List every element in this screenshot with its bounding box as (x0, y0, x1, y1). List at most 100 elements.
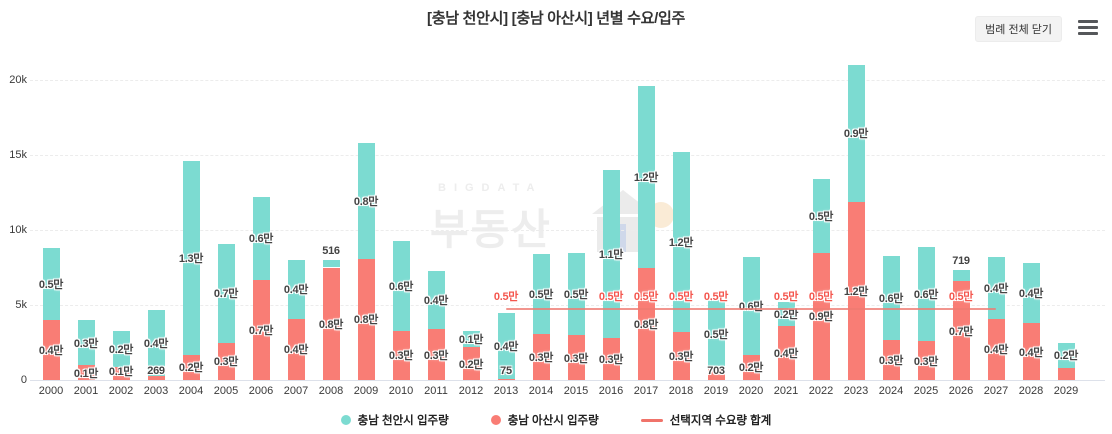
x-axis-tick-2009: 2009 (348, 385, 384, 397)
bar-label-cheonan-2026: 719 (952, 255, 969, 267)
demand-line-label-2017: 0.5만 (634, 288, 658, 304)
x-axis-tick-2006: 2006 (243, 385, 279, 397)
y-axis-tick-5k: 5k (0, 299, 27, 311)
bar-label-asan-2016: 0.3만 (599, 351, 623, 367)
x-axis-tick-2017: 2017 (628, 385, 664, 397)
bar-label-cheonan-2003: 0.4만 (144, 335, 168, 351)
bar-segment-asan-2029[interactable] (1058, 368, 1075, 380)
gridline-20k (30, 80, 1105, 81)
x-axis-tick-2004: 2004 (173, 385, 209, 397)
x-axis-tick-2022: 2022 (803, 385, 839, 397)
x-axis-tick-2010: 2010 (383, 385, 419, 397)
demand-line-label-2026: 0.5만 (949, 288, 973, 304)
bar-segment-asan-2013[interactable] (498, 379, 515, 380)
cheonan-legend-dot-icon (341, 415, 351, 425)
bar-label-asan-2020: 0.2만 (739, 359, 763, 375)
demand-line-label-2016: 0.5만 (599, 288, 623, 304)
x-axis-tick-2025: 2025 (908, 385, 944, 397)
bar-label-cheonan-2009: 0.8만 (354, 193, 378, 209)
bar-label-cheonan-2028: 0.4만 (1019, 285, 1043, 301)
x-axis-tick-2018: 2018 (663, 385, 699, 397)
legend-item-demand[interactable]: 선택지역 수요량 합계 (641, 412, 772, 428)
bar-label-cheonan-2025: 0.6만 (914, 286, 938, 302)
bar-segment-cheonan-2008[interactable] (323, 260, 340, 268)
legend-label-demand: 선택지역 수요량 합계 (670, 412, 772, 428)
legend-item-asan[interactable]: 충남 아산시 입주량 (491, 412, 599, 428)
demand-line-label-2019: 0.5만 (704, 288, 728, 304)
plot-area: 05k10k15k20k0.5만0.4만20000.3만0.1만20010.2만… (0, 0, 1112, 434)
x-axis-tick-2024: 2024 (873, 385, 909, 397)
demand-legend-line-icon (641, 419, 663, 422)
bar-label-asan-2024: 0.3만 (879, 352, 903, 368)
x-axis-tick-2029: 2029 (1048, 385, 1084, 397)
bar-label-cheonan-2010: 0.6만 (389, 278, 413, 294)
legend-item-cheonan[interactable]: 충남 천안시 입주량 (341, 412, 449, 428)
bar-label-cheonan-2012: 0.1만 (459, 331, 483, 347)
bar-label-asan-2018: 0.3만 (669, 348, 693, 364)
bar-label-asan-2011: 0.3만 (424, 347, 448, 363)
bar-label-cheonan-2001: 0.3만 (74, 335, 98, 351)
asan-legend-dot-icon (491, 415, 501, 425)
x-axis-tick-2002: 2002 (103, 385, 139, 397)
bar-label-asan-2005: 0.3만 (214, 353, 238, 369)
bar-label-asan-2001: 0.1만 (74, 365, 98, 381)
bar-label-cheonan-2004: 1.3만 (179, 250, 203, 266)
x-axis-tick-2008: 2008 (313, 385, 349, 397)
bar-label-cheonan-2016: 1.1만 (599, 246, 623, 262)
bar-label-cheonan-2017: 1.2만 (634, 169, 658, 185)
bar-label-cheonan-2022: 0.5만 (809, 208, 833, 224)
bar-label-cheonan-2019: 0.5만 (704, 326, 728, 342)
demand-line-label-2018: 0.5만 (669, 288, 693, 304)
bar-label-asan-2021: 0.4만 (774, 345, 798, 361)
demand-line-label-2022: 0.5만 (809, 288, 833, 304)
x-axis-tick-2005: 2005 (208, 385, 244, 397)
bar-label-cheonan-2002: 0.2만 (109, 341, 133, 357)
chart-panel: [충남 천안시] [충남 아산시] 년별 수요/입주 범례 전체 닫기 BIGD… (0, 0, 1112, 434)
demand-line-label-2013: 0.5만 (494, 288, 518, 304)
bar-label-cheonan-2029: 0.2만 (1054, 347, 1078, 363)
demand-line-label-2021: 0.5만 (774, 288, 798, 304)
x-axis-tick-2011: 2011 (418, 385, 454, 397)
bar-label-cheonan-2000: 0.5만 (39, 276, 63, 292)
legend-label-cheonan: 충남 천안시 입주량 (358, 412, 449, 428)
bar-label-asan-2000: 0.4만 (39, 342, 63, 358)
bar-label-cheonan-2020: 0.6만 (739, 298, 763, 314)
y-axis-tick-20k: 20k (0, 74, 27, 86)
bar-label-cheonan-2014: 0.5만 (529, 286, 553, 302)
x-axis-tick-2019: 2019 (698, 385, 734, 397)
x-axis-tick-2014: 2014 (523, 385, 559, 397)
x-axis-tick-2003: 2003 (138, 385, 174, 397)
y-axis-tick-10k: 10k (0, 224, 27, 236)
y-axis-tick-15k: 15k (0, 149, 27, 161)
bar-segment-cheonan-2026[interactable] (953, 270, 970, 281)
bar-label-asan-2009: 0.8만 (354, 311, 378, 327)
bar-label-asan-2027: 0.4만 (984, 341, 1008, 357)
demand-line[interactable] (506, 308, 996, 310)
chart-legend: 충남 천안시 입주량 충남 아산시 입주량 선택지역 수요량 합계 (0, 412, 1112, 428)
bar-label-cheonan-2024: 0.6만 (879, 290, 903, 306)
x-axis-line (30, 380, 1105, 381)
bar-label-cheonan-2006: 0.6만 (249, 230, 273, 246)
bar-label-asan-2014: 0.3만 (529, 349, 553, 365)
bar-label-asan-2006: 0.7만 (249, 322, 273, 338)
bar-label-asan-2012: 0.2만 (459, 356, 483, 372)
x-axis-tick-2028: 2028 (1013, 385, 1049, 397)
bar-label-cheonan-2011: 0.4만 (424, 292, 448, 308)
x-axis-tick-2020: 2020 (733, 385, 769, 397)
x-axis-tick-2012: 2012 (453, 385, 489, 397)
bar-label-cheonan-2007: 0.4만 (284, 281, 308, 297)
bar-label-asan-2007: 0.4만 (284, 341, 308, 357)
x-axis-tick-2016: 2016 (593, 385, 629, 397)
bar-label-asan-2025: 0.3만 (914, 353, 938, 369)
legend-label-asan: 충남 아산시 입주량 (508, 412, 599, 428)
bar-label-asan-2010: 0.3만 (389, 347, 413, 363)
x-axis-tick-2001: 2001 (68, 385, 104, 397)
x-axis-tick-2007: 2007 (278, 385, 314, 397)
x-axis-tick-2015: 2015 (558, 385, 594, 397)
bar-label-asan-2015: 0.3만 (564, 350, 588, 366)
bar-label-cheonan-2013: 0.4만 (494, 338, 518, 354)
bar-label-asan-2026: 0.7만 (949, 323, 973, 339)
bar-label-asan-2008: 0.8만 (319, 316, 343, 332)
x-axis-tick-2000: 2000 (33, 385, 69, 397)
bar-label-asan-2028: 0.4만 (1019, 344, 1043, 360)
